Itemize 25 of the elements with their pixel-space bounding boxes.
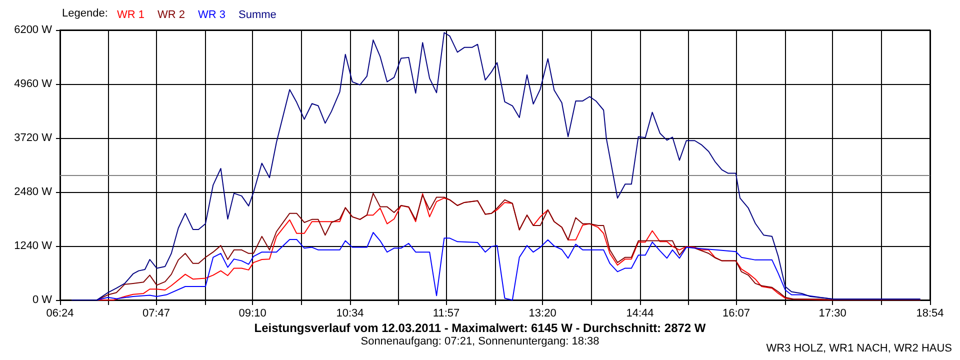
- text: Summe: [238, 9, 276, 21]
- y-tick-label: 3720 W: [14, 132, 53, 144]
- x-tick-label: 13:20: [528, 308, 556, 320]
- x-tick-label: 06:24: [46, 308, 74, 320]
- y-tick-label: 0 W: [32, 294, 53, 306]
- text: Sonnenaufgang: 07:21, Sonnenuntergang: 18:38: [360, 336, 600, 348]
- x-tick-label: 18:54: [916, 308, 944, 320]
- text: WR 1: [117, 9, 144, 21]
- y-tick-label: 2480 W: [14, 186, 53, 198]
- text: Leistungsverlauf vom 12.03.2011 - Maximalwert: 6145 W - Durchschnitt: 2872 W: [254, 321, 706, 335]
- x-tick-label: 16:07: [722, 308, 750, 320]
- text: WR 2: [158, 9, 185, 21]
- x-tick-label: 10:34: [336, 308, 364, 320]
- legend-title: Legende:: [62, 8, 108, 20]
- text: WR3 HOLZ, WR1 NACH, WR2 HAUS: [766, 342, 952, 354]
- line-series: [71, 32, 921, 300]
- x-tick-label: 11:57: [432, 308, 460, 320]
- y-tick-label: 6200 W: [14, 24, 53, 36]
- x-tick-label: 09:10: [238, 308, 266, 320]
- y-tick-label: 4960 W: [14, 78, 53, 90]
- y-tick-label: 1240 W: [14, 240, 53, 252]
- x-tick-label: 14:44: [626, 308, 654, 320]
- x-tick-label: 17:30: [818, 308, 846, 320]
- x-tick-label: 07:47: [142, 308, 170, 320]
- text: WR 3: [198, 9, 226, 21]
